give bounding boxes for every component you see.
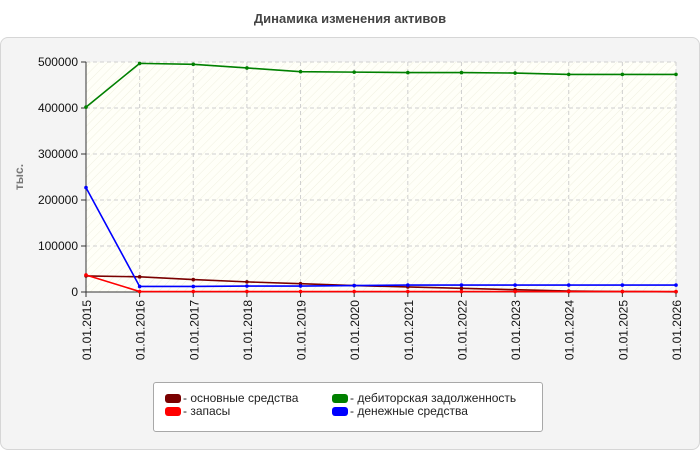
data-point (191, 284, 196, 289)
data-point (191, 289, 196, 294)
y-tick-label: 200000 (38, 193, 78, 207)
y-tick-label: 100000 (38, 239, 78, 253)
data-point (245, 280, 249, 284)
y-tick-label: 0 (71, 285, 78, 299)
y-tick-label: 400000 (38, 101, 78, 115)
data-point (513, 289, 517, 294)
data-point (191, 62, 196, 67)
x-tick-label: 01.01.2015 (80, 300, 94, 360)
x-tick-label: 01.01.2016 (134, 300, 148, 360)
data-point (674, 72, 678, 77)
data-point (137, 284, 142, 289)
data-point (137, 289, 142, 294)
data-point (620, 289, 625, 294)
legend-swatch (332, 406, 348, 416)
data-point (674, 283, 678, 287)
x-tick-label: 01.01.2020 (348, 300, 362, 360)
x-tick-label: 01.01.2023 (509, 300, 523, 360)
data-point (84, 105, 88, 109)
data-point (459, 286, 464, 291)
x-tick-label: 01.01.2018 (241, 300, 255, 360)
legend-label: - основные средства (183, 391, 299, 405)
data-point (298, 284, 303, 288)
x-tick-label: 01.01.2024 (563, 300, 577, 360)
data-point (674, 289, 678, 294)
data-point (298, 289, 303, 294)
y-axis-label: тыс. (12, 164, 26, 190)
chart-legend: - основные средства - запасы - дебиторская… (153, 382, 543, 432)
data-point (352, 289, 356, 294)
data-point (620, 283, 625, 287)
x-tick-label: 01.01.2021 (402, 300, 416, 360)
x-tick-label: 01.01.2026 (670, 300, 684, 360)
data-point (406, 289, 410, 294)
data-point (513, 283, 517, 287)
data-point (245, 284, 249, 288)
plot-area-hatch (86, 62, 676, 292)
data-point (406, 70, 410, 75)
legend-swatch (165, 406, 181, 416)
data-point (459, 70, 464, 75)
series-line-2 (85, 62, 676, 108)
data-point (84, 273, 88, 277)
data-point (352, 70, 356, 74)
legend-item: - дебиторская задолженность (332, 391, 516, 405)
y-tick-label: 300000 (38, 147, 78, 161)
x-tick-label: 01.01.2025 (616, 300, 630, 360)
data-point (459, 283, 464, 287)
legend-item: - запасы (165, 404, 230, 418)
data-point (137, 61, 142, 66)
data-point (459, 289, 464, 294)
data-point (566, 289, 571, 294)
legend-label: - запасы (183, 404, 231, 418)
data-point (191, 277, 196, 282)
legend-item: - основные средства (165, 391, 298, 405)
data-point (137, 275, 142, 279)
legend-swatch (165, 393, 181, 403)
legend-label: - денежные средства (350, 404, 468, 418)
data-point (566, 283, 571, 287)
legend-item: - денежные средства (332, 404, 468, 418)
data-point (352, 283, 356, 288)
x-tick-label: 01.01.2022 (455, 300, 469, 360)
data-point (513, 71, 517, 75)
chart-title: Динамика изменения активов (253, 11, 447, 26)
legend-swatch (332, 393, 348, 403)
series-line-3 (85, 187, 676, 288)
data-point (245, 289, 249, 294)
data-point (298, 69, 303, 74)
data-point (245, 66, 249, 70)
y-tick-label: 500000 (38, 55, 78, 69)
series-line-1 (85, 274, 676, 293)
legend-label: - дебиторская задолженность (350, 391, 517, 405)
data-point (406, 283, 410, 287)
x-tick-label: 01.01.2017 (187, 300, 201, 360)
x-tick-label: 01.01.2019 (295, 300, 309, 360)
data-point (84, 185, 88, 190)
data-point (566, 72, 571, 77)
data-point (620, 72, 625, 77)
